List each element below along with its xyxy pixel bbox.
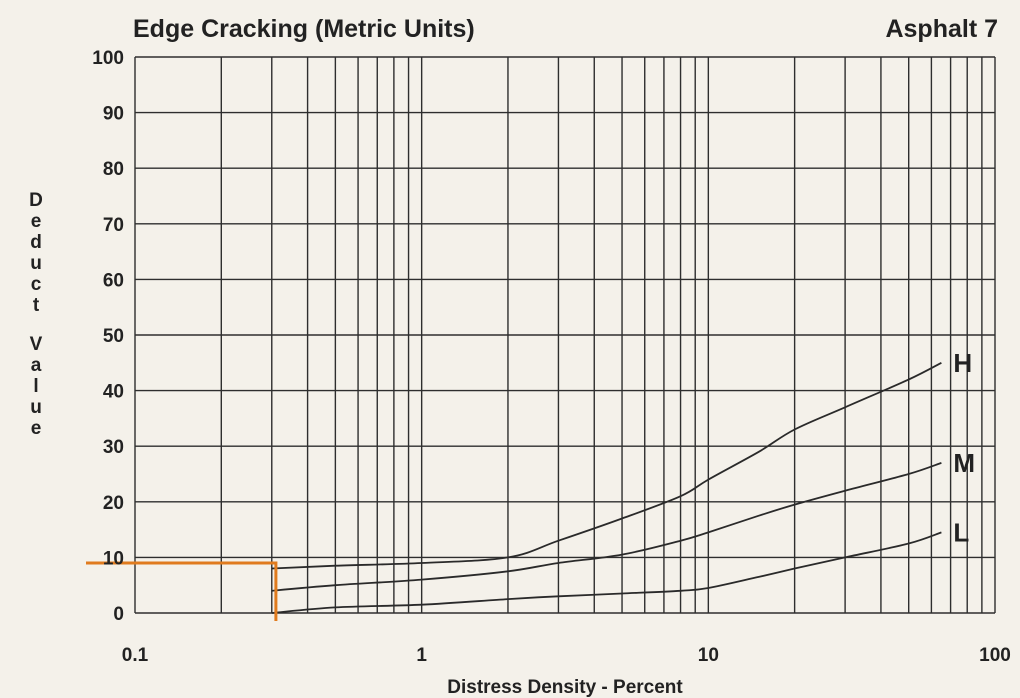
y-tick-label: 30 xyxy=(103,437,124,458)
series-label-M: M xyxy=(953,448,975,478)
reference-line xyxy=(86,561,278,621)
x-tick-label: 0.1 xyxy=(122,645,149,666)
y-axis-label-char: D xyxy=(29,190,43,211)
y-axis-label-char: c xyxy=(31,274,42,295)
y-axis-label-char: e xyxy=(31,418,42,439)
y-tick-label: 80 xyxy=(103,159,124,180)
y-tick-label: 40 xyxy=(103,382,124,403)
x-tick-label: 1 xyxy=(416,645,427,666)
chart-subtitle: Asphalt 7 xyxy=(885,15,998,43)
y-axis-label-char: u xyxy=(30,253,42,274)
y-axis-label-char: u xyxy=(30,397,42,418)
y-axis-label-char: a xyxy=(31,355,42,376)
y-tick-label: 100 xyxy=(92,48,124,69)
reference-lines xyxy=(86,561,278,621)
series-curve-M xyxy=(271,462,942,592)
y-axis-label-char: l xyxy=(33,376,38,397)
series-label-H: H xyxy=(953,348,972,378)
series-label-L: L xyxy=(953,517,969,547)
x-tick-label: 10 xyxy=(698,645,719,666)
y-tick-label: 50 xyxy=(103,326,124,347)
y-tick-label: 60 xyxy=(103,270,124,291)
series-curve-L xyxy=(271,531,942,614)
y-tick-label: 90 xyxy=(103,104,124,125)
chart-title: Edge Cracking (Metric Units) xyxy=(133,15,475,43)
y-tick-label: 70 xyxy=(103,215,124,236)
y-tick-label: 10 xyxy=(103,548,124,569)
y-axis-label-char: V xyxy=(30,334,43,355)
y-axis-label-char: t xyxy=(33,295,40,316)
series-curve-H xyxy=(271,361,942,570)
y-axis-label-char: d xyxy=(30,232,42,253)
x-axis-label: Distress Density - Percent xyxy=(447,677,683,698)
y-tick-label: 0 xyxy=(113,604,124,625)
y-tick-label: 20 xyxy=(103,493,124,514)
x-tick-label: 100 xyxy=(979,645,1011,666)
series-curves: H M L xyxy=(271,348,975,614)
grid xyxy=(134,56,996,614)
y-axis-label-char: e xyxy=(31,211,42,232)
tick-labels: 0 10 20 30 40 50 60 70 80 90 100 0.1 1 10 100 xyxy=(92,48,1011,666)
